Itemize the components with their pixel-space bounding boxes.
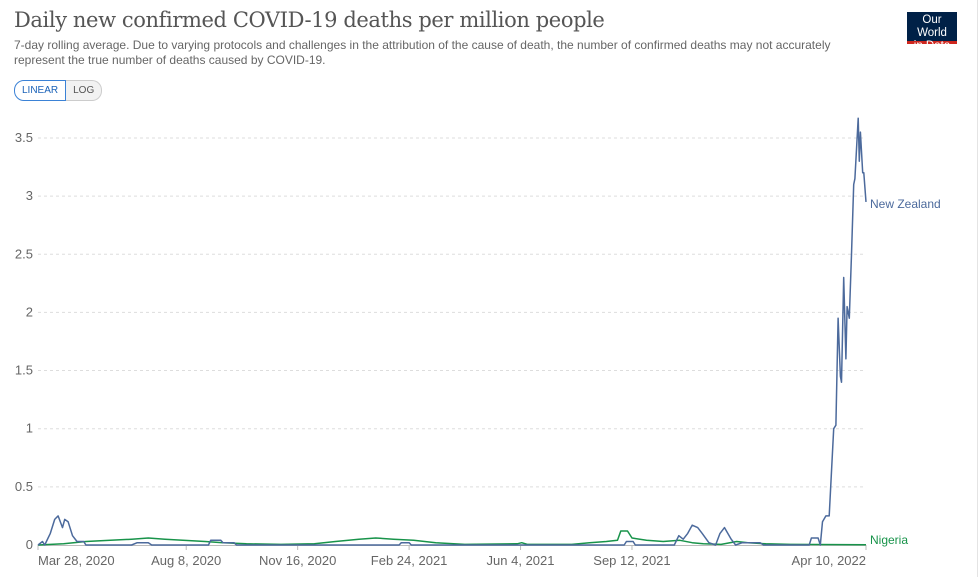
x-tick-label: Nov 16, 2020: [259, 553, 336, 568]
linear-scale-button[interactable]: LINEAR: [14, 80, 67, 101]
y-tick-label: 1: [26, 421, 33, 436]
y-tick-label: 0.5: [15, 479, 33, 494]
y-tick-label: 2: [26, 304, 33, 319]
y-tick-label: 3: [26, 188, 33, 203]
x-tick-label: Apr 10, 2022: [792, 553, 866, 568]
x-tick-label: Jun 4, 2021: [487, 553, 555, 568]
chart-title: Daily new confirmed COVID-19 deaths per …: [14, 8, 605, 32]
chart-subtitle: 7-day rolling average. Due to varying pr…: [14, 38, 831, 67]
y-tick-label: 3.5: [15, 130, 33, 145]
series-line-nigeria: [37, 530, 867, 546]
log-scale-button[interactable]: LOG: [66, 80, 103, 101]
x-tick-label: Sep 12, 2021: [593, 553, 670, 568]
logo-line-2: in Data: [913, 40, 951, 52]
series-label-new-zealand: New Zealand: [870, 197, 941, 211]
scale-toggle: LINEAR LOG: [14, 80, 103, 101]
series-label-nigeria: Nigeria: [870, 533, 908, 547]
series-line-new-zealand: [37, 117, 867, 546]
y-tick-label: 2.5: [15, 246, 33, 261]
owid-logo[interactable]: Our World in Data: [907, 12, 957, 52]
x-tick-label: Mar 28, 2020: [38, 553, 115, 568]
x-tick-label: Feb 24, 2021: [371, 553, 448, 568]
y-tick-label: 0: [26, 537, 33, 552]
x-tick-label: Aug 8, 2020: [151, 553, 221, 568]
logo-line-1: Our World: [917, 14, 947, 39]
y-tick-label: 1.5: [15, 363, 33, 378]
